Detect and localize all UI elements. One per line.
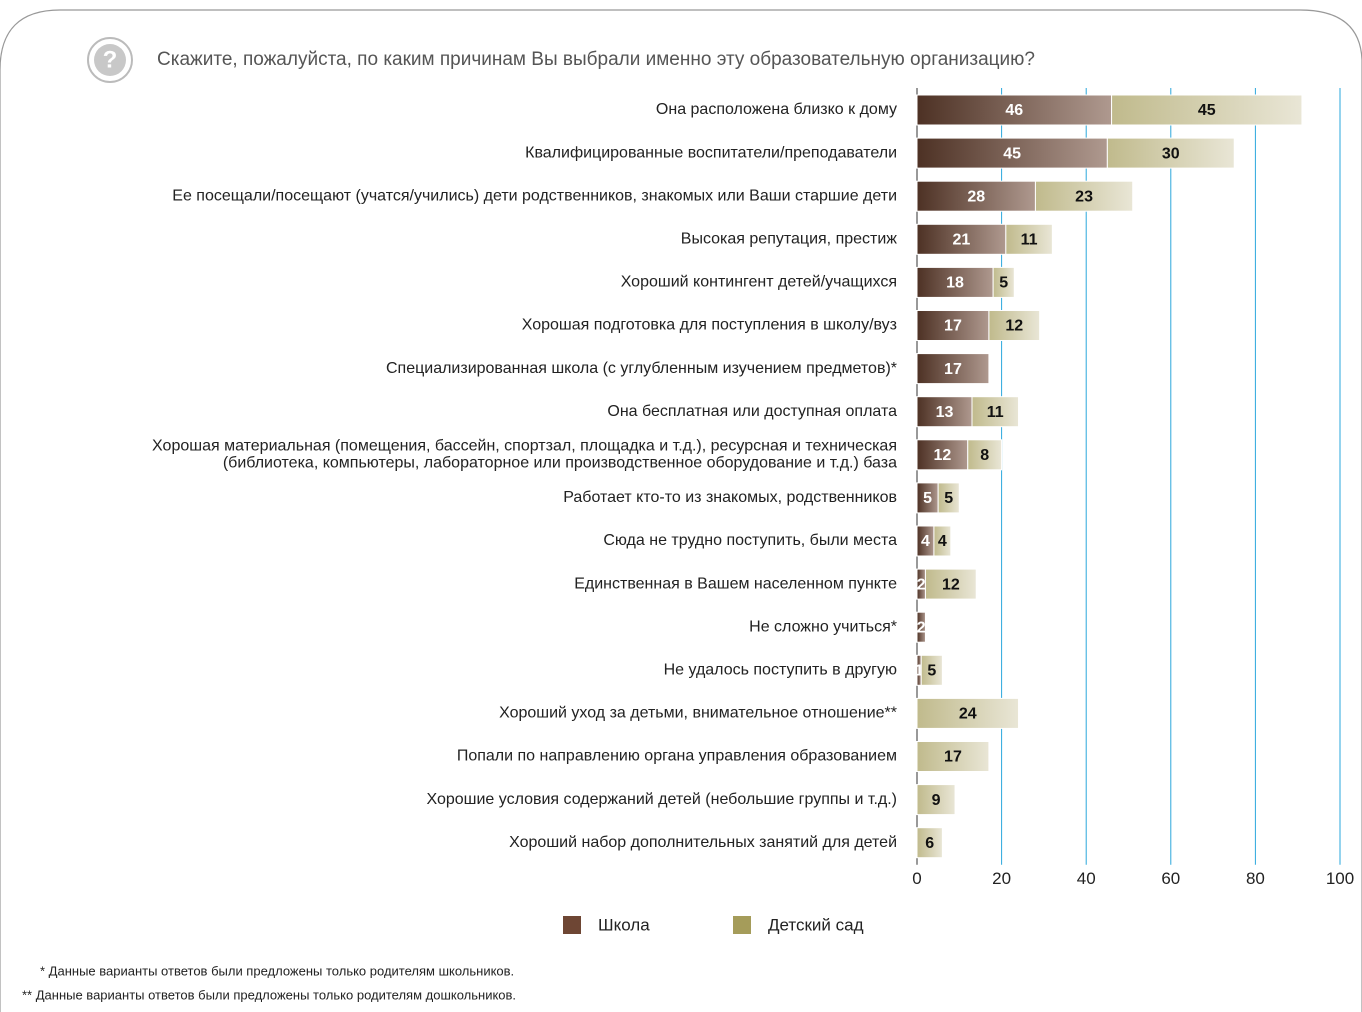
value-label: 6 (925, 835, 934, 852)
value-label: 45 (1198, 102, 1216, 119)
value-label: 23 (1075, 188, 1093, 205)
category-label: Хорошая подготовка для поступления в шко… (522, 317, 897, 334)
value-label: 17 (944, 318, 962, 335)
chart-title: Скажите, пожалуйста, по каким причинам В… (157, 49, 1035, 70)
category-label: Квалифицированные воспитатели/преподават… (525, 144, 897, 161)
bar-segment (916, 137, 1108, 169)
category-label: Единственная в Вашем населенном пункте (574, 575, 897, 592)
bar-segment (1111, 94, 1303, 126)
value-label: 5 (999, 275, 1008, 292)
value-label: 9 (932, 792, 941, 809)
value-label: 5 (927, 663, 936, 680)
bar-segment (916, 611, 926, 643)
category-label: Хороший уход за детьми, внимательное отн… (499, 705, 897, 722)
value-label: 12 (933, 447, 951, 464)
value-label: 12 (1005, 318, 1023, 335)
value-label: 13 (936, 404, 954, 421)
bar-segment (1106, 137, 1235, 169)
bar-segment (988, 310, 1041, 341)
value-label: 17 (944, 749, 962, 766)
category-label: Специализированная школа (с углубленным … (386, 360, 897, 377)
category-label: Не удалось поступить в другую (664, 662, 897, 679)
question-icon-inner (94, 44, 126, 76)
value-label: 11 (1021, 232, 1038, 249)
bar-segment (916, 353, 990, 385)
value-label: 2 (917, 619, 926, 636)
category-label: Высокая репутация, престиж (681, 231, 898, 248)
category-label: Хорошие условия содержаний детей (неболь… (426, 791, 897, 808)
bar-segment (920, 654, 943, 686)
question-mark: ? (103, 46, 118, 73)
value-label: 45 (1003, 145, 1021, 162)
bar-segment (916, 223, 1007, 255)
x-tick-label: 80 (1246, 869, 1265, 888)
value-label: 24 (959, 706, 977, 723)
bar-segment (916, 697, 1020, 729)
bar-segment (933, 525, 952, 557)
value-label: 8 (980, 447, 989, 464)
x-tick-label: 60 (1161, 869, 1180, 888)
category-label: Попали по направлению органа управления … (457, 748, 897, 765)
bar-segment (916, 439, 969, 471)
bar-segment (916, 266, 994, 298)
bar-segment (967, 439, 1003, 471)
value-label: 2 (917, 576, 926, 593)
bar-segment (924, 568, 977, 600)
bar-segment (916, 784, 956, 816)
footnote: * Данные варианты ответов были предложен… (40, 963, 514, 978)
category-label: Хорошая материальная (помещения, бассейн… (152, 438, 897, 472)
legend-swatch (733, 916, 751, 934)
value-label: 17 (944, 361, 962, 378)
bar-segment (1005, 223, 1053, 255)
x-tick-label: 0 (912, 869, 921, 888)
category-label: Хороший набор дополнительных занятий для… (509, 834, 897, 851)
footnote: ** Данные варианты ответов были предложе… (22, 987, 516, 1002)
value-label: 1 (915, 663, 924, 680)
value-label: 4 (938, 533, 947, 550)
category-label: Она бесплатная или доступная оплата (607, 403, 897, 420)
value-label: 12 (942, 576, 960, 593)
value-label: 11 (987, 404, 1004, 421)
bar-segment (937, 482, 960, 514)
value-label: 5 (944, 490, 953, 507)
x-tick-label: 20 (992, 869, 1011, 888)
category-label: Не сложно учиться* (749, 618, 897, 635)
x-tick-label: 100 (1326, 869, 1354, 888)
category-label: Ее посещали/посещают (учатся/учились) де… (172, 187, 897, 204)
category-label: Она расположена близко к дому (656, 101, 897, 118)
bar-segment (1034, 180, 1134, 212)
category-label: Сюда не трудно поступить, были места (603, 532, 897, 549)
legend-swatch (563, 916, 581, 934)
value-label: 18 (946, 275, 964, 292)
value-label: 30 (1162, 145, 1180, 162)
bar-segment (971, 396, 1020, 428)
legend-label: Школа (598, 915, 650, 934)
bar-segment (916, 94, 1113, 126)
category-label: Хороший контингент детей/учащихся (621, 274, 897, 291)
value-label: 5 (923, 490, 932, 507)
category-label: Работает кто-то из знакомых, родственник… (563, 489, 897, 506)
value-label: 21 (953, 232, 971, 249)
value-label: 28 (967, 188, 985, 205)
x-tick-label: 40 (1077, 869, 1096, 888)
bar-segment (992, 266, 1015, 298)
value-label: 4 (921, 533, 930, 550)
value-label: 46 (1005, 102, 1023, 119)
bar-segment (916, 741, 990, 772)
legend-label: Детский сад (768, 915, 864, 934)
bar-segment (916, 827, 943, 859)
